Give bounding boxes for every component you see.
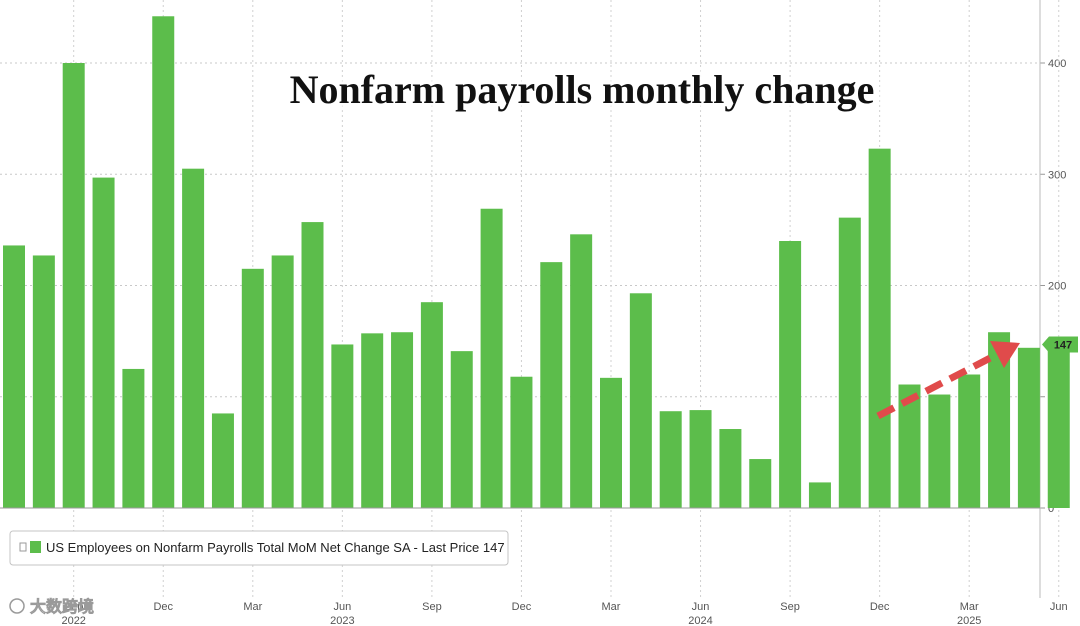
- x-tick-label: Sep: [64, 601, 84, 613]
- x-tick-label: Sep: [422, 601, 442, 613]
- bar-dec-2023: [510, 376, 533, 508]
- last-value-tag: [1042, 336, 1078, 353]
- bar-feb-2024: [570, 234, 593, 508]
- bar-feb-2023: [211, 413, 234, 508]
- x-tick-label: Jun: [1050, 601, 1068, 613]
- bar-mar-2024: [600, 377, 622, 508]
- bar-jul-2023: [361, 333, 384, 508]
- year-label: 2022: [61, 615, 85, 626]
- bar-may-2023: [301, 222, 324, 508]
- bar-sep-2022: [62, 63, 85, 508]
- bar-apr-2025: [988, 332, 1011, 508]
- bar-aug-2024: [749, 459, 772, 508]
- bar-may-2025: [1017, 347, 1040, 508]
- bar-sep-2024: [779, 241, 802, 508]
- x-tick-label: Mar: [960, 601, 979, 613]
- bar-aug-2023: [391, 332, 414, 508]
- bar-oct-2023: [450, 351, 473, 508]
- bar-mar-2023: [241, 268, 264, 508]
- x-tick-label: Dec: [153, 601, 173, 613]
- chart-title-glow: Nonfarm payrolls monthly change: [290, 67, 875, 112]
- bar-may-2024: [659, 411, 682, 508]
- last-value-label: 147: [1054, 339, 1072, 351]
- bar-jun-2025: [1047, 344, 1070, 508]
- bar-jun-2024: [689, 410, 712, 508]
- y-tick-label: 0: [1048, 503, 1054, 515]
- year-label: 2023: [330, 615, 354, 626]
- x-tick-label: Jun: [333, 601, 351, 613]
- bar-jan-2024: [540, 262, 563, 508]
- bar-dec-2022: [152, 16, 175, 509]
- bar-oct-2022: [92, 177, 115, 508]
- x-tick-label: Jun: [692, 601, 710, 613]
- y-tick-label: 300: [1048, 169, 1066, 181]
- legend-label: US Employees on Nonfarm Payrolls Total M…: [46, 540, 505, 555]
- x-tick-label: Sep: [780, 601, 800, 613]
- chart-title: Nonfarm payrolls monthly change: [290, 67, 875, 112]
- watermark-text: 大数跨境: [30, 597, 94, 616]
- legend-swatch: [30, 541, 41, 553]
- bar-apr-2023: [271, 255, 294, 508]
- year-label: 2025: [957, 615, 981, 626]
- x-tick-label: Mar: [243, 601, 262, 613]
- bar-dec-2024: [868, 148, 891, 508]
- legend-toggle-icon: [19, 542, 27, 552]
- bar-jul-2024: [719, 429, 742, 508]
- bar-jan-2023: [182, 168, 205, 508]
- bar-feb-2025: [928, 394, 951, 508]
- bar-nov-2024: [838, 217, 861, 508]
- bar-sep-2023: [420, 302, 443, 508]
- bar-jul-2022: [3, 245, 25, 508]
- bar-jun-2023: [331, 344, 354, 508]
- bar-nov-2023: [480, 208, 503, 509]
- bar-apr-2024: [629, 293, 652, 508]
- bar-nov-2022: [122, 368, 145, 508]
- x-tick-label: Mar: [602, 601, 621, 613]
- x-tick-label: Dec: [870, 601, 890, 613]
- x-tick-label: Dec: [512, 601, 532, 613]
- trend-arrow-shaft: [876, 350, 1000, 420]
- watermark-logo-icon: [9, 598, 25, 614]
- y-tick-label: 400: [1048, 58, 1066, 70]
- bar-oct-2024: [808, 482, 831, 508]
- bar-jan-2025: [898, 384, 921, 508]
- year-label: 2024: [688, 615, 712, 626]
- bar-mar-2025: [958, 374, 981, 508]
- bar-aug-2022: [32, 255, 55, 508]
- legend-box: [9, 530, 509, 566]
- y-tick-label: 200: [1048, 281, 1066, 293]
- trend-arrow-head: [990, 341, 1020, 368]
